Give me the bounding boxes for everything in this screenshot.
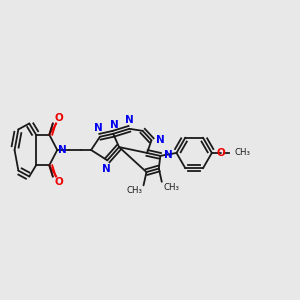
Text: N: N <box>164 150 172 160</box>
Text: O: O <box>216 148 225 158</box>
Text: CH₃: CH₃ <box>235 148 250 158</box>
Text: O: O <box>54 112 63 123</box>
Text: O: O <box>54 177 63 188</box>
Text: CH₃: CH₃ <box>126 186 142 195</box>
Text: N: N <box>94 123 103 133</box>
Text: N: N <box>156 135 164 145</box>
Text: CH₃: CH₃ <box>163 183 179 192</box>
Text: N: N <box>58 145 67 155</box>
Text: N: N <box>125 115 134 125</box>
Text: N: N <box>102 164 111 174</box>
Text: N: N <box>110 120 118 130</box>
